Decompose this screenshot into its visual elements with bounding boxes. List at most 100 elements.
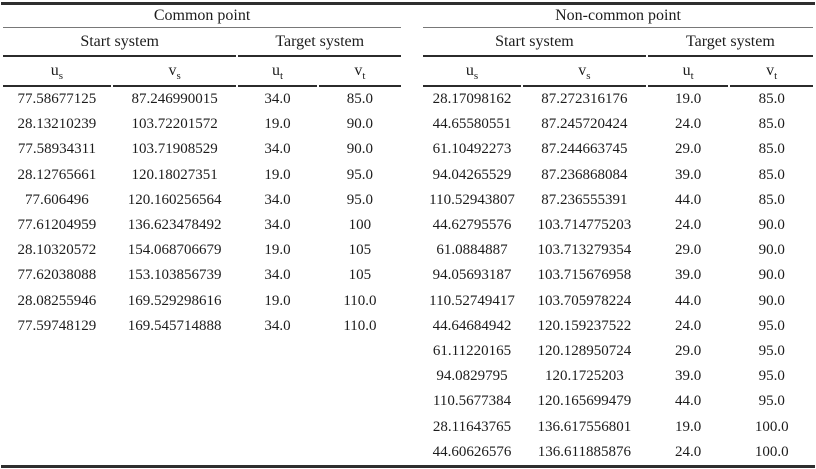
section-header-row: Start system Target system <box>3 28 402 57</box>
cell: 77.58677125 <box>17 91 97 108</box>
cell: 24.0 <box>674 317 702 334</box>
cell: 44.64684942 <box>432 317 512 334</box>
common-point-table: Common point Start system Target system … <box>1 5 403 339</box>
cell: 110.0 <box>343 292 377 309</box>
cell: 24.0 <box>674 443 702 460</box>
cell: 95.0 <box>758 342 785 359</box>
cell: 24.0 <box>674 217 702 234</box>
cell: 44.60626576 <box>432 443 512 460</box>
section-header-row: Start system Target system <box>423 28 813 57</box>
table-row: 77.62038088 153.103856739 34.0 105 <box>3 263 401 288</box>
cell: 90.0 <box>758 292 785 309</box>
cell: 136.623478492 <box>127 217 222 234</box>
table-row: 110.52749417 103.705978224 44.0 90.0 <box>423 289 813 314</box>
group-title-common-point: Common point <box>3 5 402 28</box>
column-header-ut: ut <box>238 57 317 87</box>
section-start-system: Start system <box>3 28 237 57</box>
table-row: 110.5677384 120.165699479 44.0 95.0 <box>423 389 813 414</box>
cell: 34.0 <box>264 191 291 208</box>
cell: 85.0 <box>758 141 785 158</box>
table-row: 28.11643765 136.617556801 19.0 100.0 <box>423 414 813 439</box>
cell: 110.52943807 <box>429 191 515 208</box>
table-row: 77.59748129 169.545714888 34.0 110.0 <box>3 314 401 339</box>
cell: 110.52749417 <box>429 292 515 309</box>
cell: 61.11220165 <box>432 342 512 359</box>
cell: 105 <box>348 242 372 259</box>
table-row: 28.13210239 103.72201572 19.0 90.0 <box>3 112 401 137</box>
cell: 105 <box>348 267 372 284</box>
cell: 29.0 <box>674 242 702 259</box>
column-header-vt: vt <box>318 57 402 87</box>
cell: 103.715676958 <box>537 267 632 284</box>
cell: 44.0 <box>674 191 702 208</box>
group-header-row: Common point <box>3 5 402 28</box>
cell: 34.0 <box>264 267 291 284</box>
cell: 169.545714888 <box>127 317 222 334</box>
cell: 87.236555391 <box>541 191 628 208</box>
column-header-vs: vs <box>522 57 646 87</box>
cell: 95.0 <box>346 191 374 208</box>
table-row: 61.0884887 103.713279354 29.0 90.0 <box>423 238 813 263</box>
cell: 103.72201572 <box>131 116 218 133</box>
cell: 34.0 <box>264 317 291 334</box>
cell: 87.245720424 <box>541 116 628 133</box>
section-target-system: Target system <box>647 28 813 57</box>
cell: 19.0 <box>264 242 291 259</box>
table-row: 28.17098162 87.272316176 19.0 85.0 <box>423 87 813 112</box>
cell: 85.0 <box>758 191 785 208</box>
column-header-us: us <box>3 57 111 87</box>
group-title-non-common-point: Non-common point <box>423 5 813 28</box>
table-row: 61.11220165 120.128950724 29.0 95.0 <box>423 339 813 364</box>
cell: 87.244663745 <box>541 141 628 158</box>
cell: 61.0884887 <box>436 242 508 259</box>
table-row: 77.58677125 87.246990015 34.0 85.0 <box>3 87 401 112</box>
cell: 28.10320572 <box>17 242 97 259</box>
cell: 85.0 <box>758 91 785 108</box>
cell: 44.0 <box>674 393 702 410</box>
cell: 39.0 <box>674 166 702 183</box>
non-common-point-table: Non-common point Start system Target sys… <box>421 5 815 465</box>
cell: 87.236868084 <box>541 166 628 183</box>
cell: 120.1725203 <box>544 368 624 385</box>
table-row: 77.61204959 136.623478492 34.0 100 <box>3 213 401 238</box>
cell: 120.165699479 <box>537 393 632 410</box>
table-row: 77.606496 120.160256564 34.0 95.0 <box>3 188 401 213</box>
cell: 120.128950724 <box>537 342 632 359</box>
cell: 95.0 <box>758 393 785 410</box>
cell: 94.0829795 <box>436 368 508 385</box>
cell: 103.713279354 <box>537 242 632 259</box>
table-row: 44.60626576 136.611885876 24.0 100.0 <box>423 440 813 465</box>
cell: 39.0 <box>674 368 702 385</box>
cell: 19.0 <box>264 292 291 309</box>
cell: 169.529298616 <box>127 292 222 309</box>
table-row: 110.52943807 87.236555391 44.0 85.0 <box>423 188 813 213</box>
cell: 110.0 <box>343 317 377 334</box>
table-row: 28.12765661 120.18027351 19.0 95.0 <box>3 163 401 188</box>
cell: 28.12765661 <box>17 166 97 183</box>
cell: 44.65580551 <box>432 116 512 133</box>
cell: 85.0 <box>758 166 785 183</box>
table-row: 44.62795576 103.714775203 24.0 90.0 <box>423 213 813 238</box>
cell: 110.5677384 <box>432 393 512 410</box>
common-point-rows: 77.58677125 87.246990015 34.0 85.0 28.132102… <box>3 87 401 339</box>
cell: 61.10492273 <box>432 141 512 158</box>
cell: 103.71908529 <box>131 141 218 158</box>
cell: 24.0 <box>674 116 702 133</box>
cell: 136.611885876 <box>537 443 631 460</box>
cell: 77.61204959 <box>17 217 97 234</box>
cell: 90.0 <box>758 267 785 284</box>
non-common-point-rows: 28.17098162 87.272316176 19.0 85.0 44.655805… <box>423 87 813 465</box>
column-header-row: us vs ut vt <box>3 57 402 87</box>
column-header-ut: ut <box>647 57 729 87</box>
table-row: 77.58934311 103.71908529 34.0 90.0 <box>3 137 401 162</box>
column-header-vs: vs <box>112 57 237 87</box>
cell: 77.58934311 <box>17 141 97 158</box>
cell: 94.05693187 <box>432 267 512 284</box>
cell: 90.0 <box>758 217 785 234</box>
cell: 34.0 <box>264 217 291 234</box>
section-target-system: Target system <box>238 28 402 57</box>
table-row: 44.65580551 87.245720424 24.0 85.0 <box>423 112 813 137</box>
cell: 85.0 <box>758 116 785 133</box>
cell: 154.068706679 <box>127 242 222 259</box>
